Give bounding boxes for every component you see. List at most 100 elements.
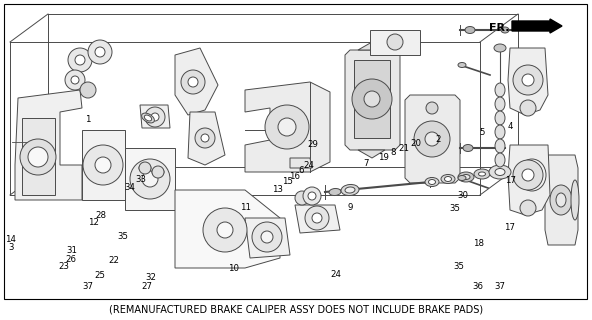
Polygon shape (22, 118, 55, 195)
Ellipse shape (463, 145, 473, 151)
Circle shape (195, 128, 215, 148)
Circle shape (520, 100, 536, 116)
Circle shape (83, 145, 123, 185)
Circle shape (151, 113, 159, 121)
Circle shape (95, 157, 111, 173)
Ellipse shape (429, 180, 436, 185)
Polygon shape (82, 130, 125, 200)
Text: 10: 10 (229, 264, 239, 273)
Text: 13: 13 (272, 185, 282, 194)
Polygon shape (175, 190, 280, 268)
Text: 8: 8 (390, 148, 396, 157)
Ellipse shape (465, 27, 475, 34)
Text: 22: 22 (108, 256, 119, 265)
Circle shape (265, 105, 309, 149)
Text: 26: 26 (66, 255, 76, 264)
Text: 7: 7 (363, 159, 369, 168)
Polygon shape (140, 105, 170, 128)
Polygon shape (370, 30, 420, 55)
Circle shape (252, 222, 282, 252)
Polygon shape (290, 158, 312, 168)
Circle shape (425, 132, 439, 146)
Ellipse shape (495, 83, 505, 97)
Text: 35: 35 (118, 232, 128, 241)
Ellipse shape (556, 193, 566, 207)
Text: 30: 30 (458, 191, 468, 200)
Ellipse shape (489, 165, 511, 179)
FancyArrow shape (512, 19, 562, 33)
Text: 25: 25 (94, 271, 105, 280)
Text: 2: 2 (435, 135, 441, 144)
Text: (REMANUFACTURED BRAKE CALIPER ASSY DOES NOT INCLUDE BRAKE PADS): (REMANUFACTURED BRAKE CALIPER ASSY DOES … (109, 305, 483, 315)
Text: 24: 24 (304, 161, 314, 170)
Polygon shape (188, 112, 225, 165)
Polygon shape (125, 148, 175, 210)
Circle shape (88, 40, 112, 64)
Text: 35: 35 (453, 262, 464, 271)
Ellipse shape (495, 153, 505, 167)
Ellipse shape (495, 97, 505, 111)
Ellipse shape (571, 180, 579, 220)
Circle shape (142, 171, 158, 187)
Text: FR.: FR. (490, 23, 510, 33)
Circle shape (303, 187, 321, 205)
Text: 1: 1 (85, 115, 91, 124)
Circle shape (217, 222, 233, 238)
Text: 33: 33 (136, 175, 146, 184)
Ellipse shape (341, 184, 359, 196)
Text: 9: 9 (348, 203, 353, 212)
Circle shape (387, 34, 403, 50)
Text: 4: 4 (507, 122, 513, 131)
Ellipse shape (518, 159, 546, 191)
Text: 24: 24 (331, 270, 342, 279)
Circle shape (68, 48, 92, 72)
Circle shape (181, 70, 205, 94)
Polygon shape (358, 150, 385, 158)
Text: 28: 28 (95, 211, 106, 220)
Circle shape (308, 192, 316, 200)
Ellipse shape (474, 169, 490, 179)
Circle shape (295, 191, 309, 205)
Circle shape (65, 70, 85, 90)
Text: 32: 32 (146, 273, 156, 282)
Text: 14: 14 (5, 236, 16, 244)
Polygon shape (545, 155, 578, 245)
Circle shape (80, 82, 96, 98)
Text: 3: 3 (8, 243, 14, 252)
Circle shape (71, 76, 79, 84)
Text: 20: 20 (410, 140, 421, 148)
Text: 19: 19 (378, 153, 389, 162)
Ellipse shape (495, 169, 505, 175)
Polygon shape (354, 60, 390, 138)
Polygon shape (245, 218, 290, 258)
Circle shape (201, 134, 209, 142)
Ellipse shape (425, 178, 439, 187)
Ellipse shape (329, 188, 341, 196)
Text: 21: 21 (398, 144, 409, 153)
Text: 12: 12 (88, 218, 99, 227)
Circle shape (75, 55, 85, 65)
Circle shape (203, 208, 247, 252)
Ellipse shape (141, 113, 155, 123)
Text: 17: 17 (505, 176, 516, 185)
Text: 34: 34 (125, 183, 136, 192)
Ellipse shape (494, 44, 506, 52)
Polygon shape (345, 50, 400, 150)
Ellipse shape (462, 174, 470, 180)
Ellipse shape (495, 139, 505, 153)
Text: 27: 27 (141, 282, 152, 291)
Circle shape (188, 77, 198, 87)
Ellipse shape (441, 174, 455, 183)
Circle shape (130, 159, 170, 199)
Text: 31: 31 (67, 246, 78, 255)
Text: 36: 36 (473, 282, 484, 291)
Ellipse shape (139, 164, 151, 172)
Ellipse shape (458, 172, 474, 182)
Circle shape (513, 65, 543, 95)
Text: 23: 23 (59, 262, 69, 271)
Ellipse shape (345, 187, 355, 193)
Circle shape (426, 102, 438, 114)
Text: 5: 5 (480, 128, 485, 137)
Polygon shape (508, 145, 550, 215)
Text: 16: 16 (289, 172, 300, 181)
